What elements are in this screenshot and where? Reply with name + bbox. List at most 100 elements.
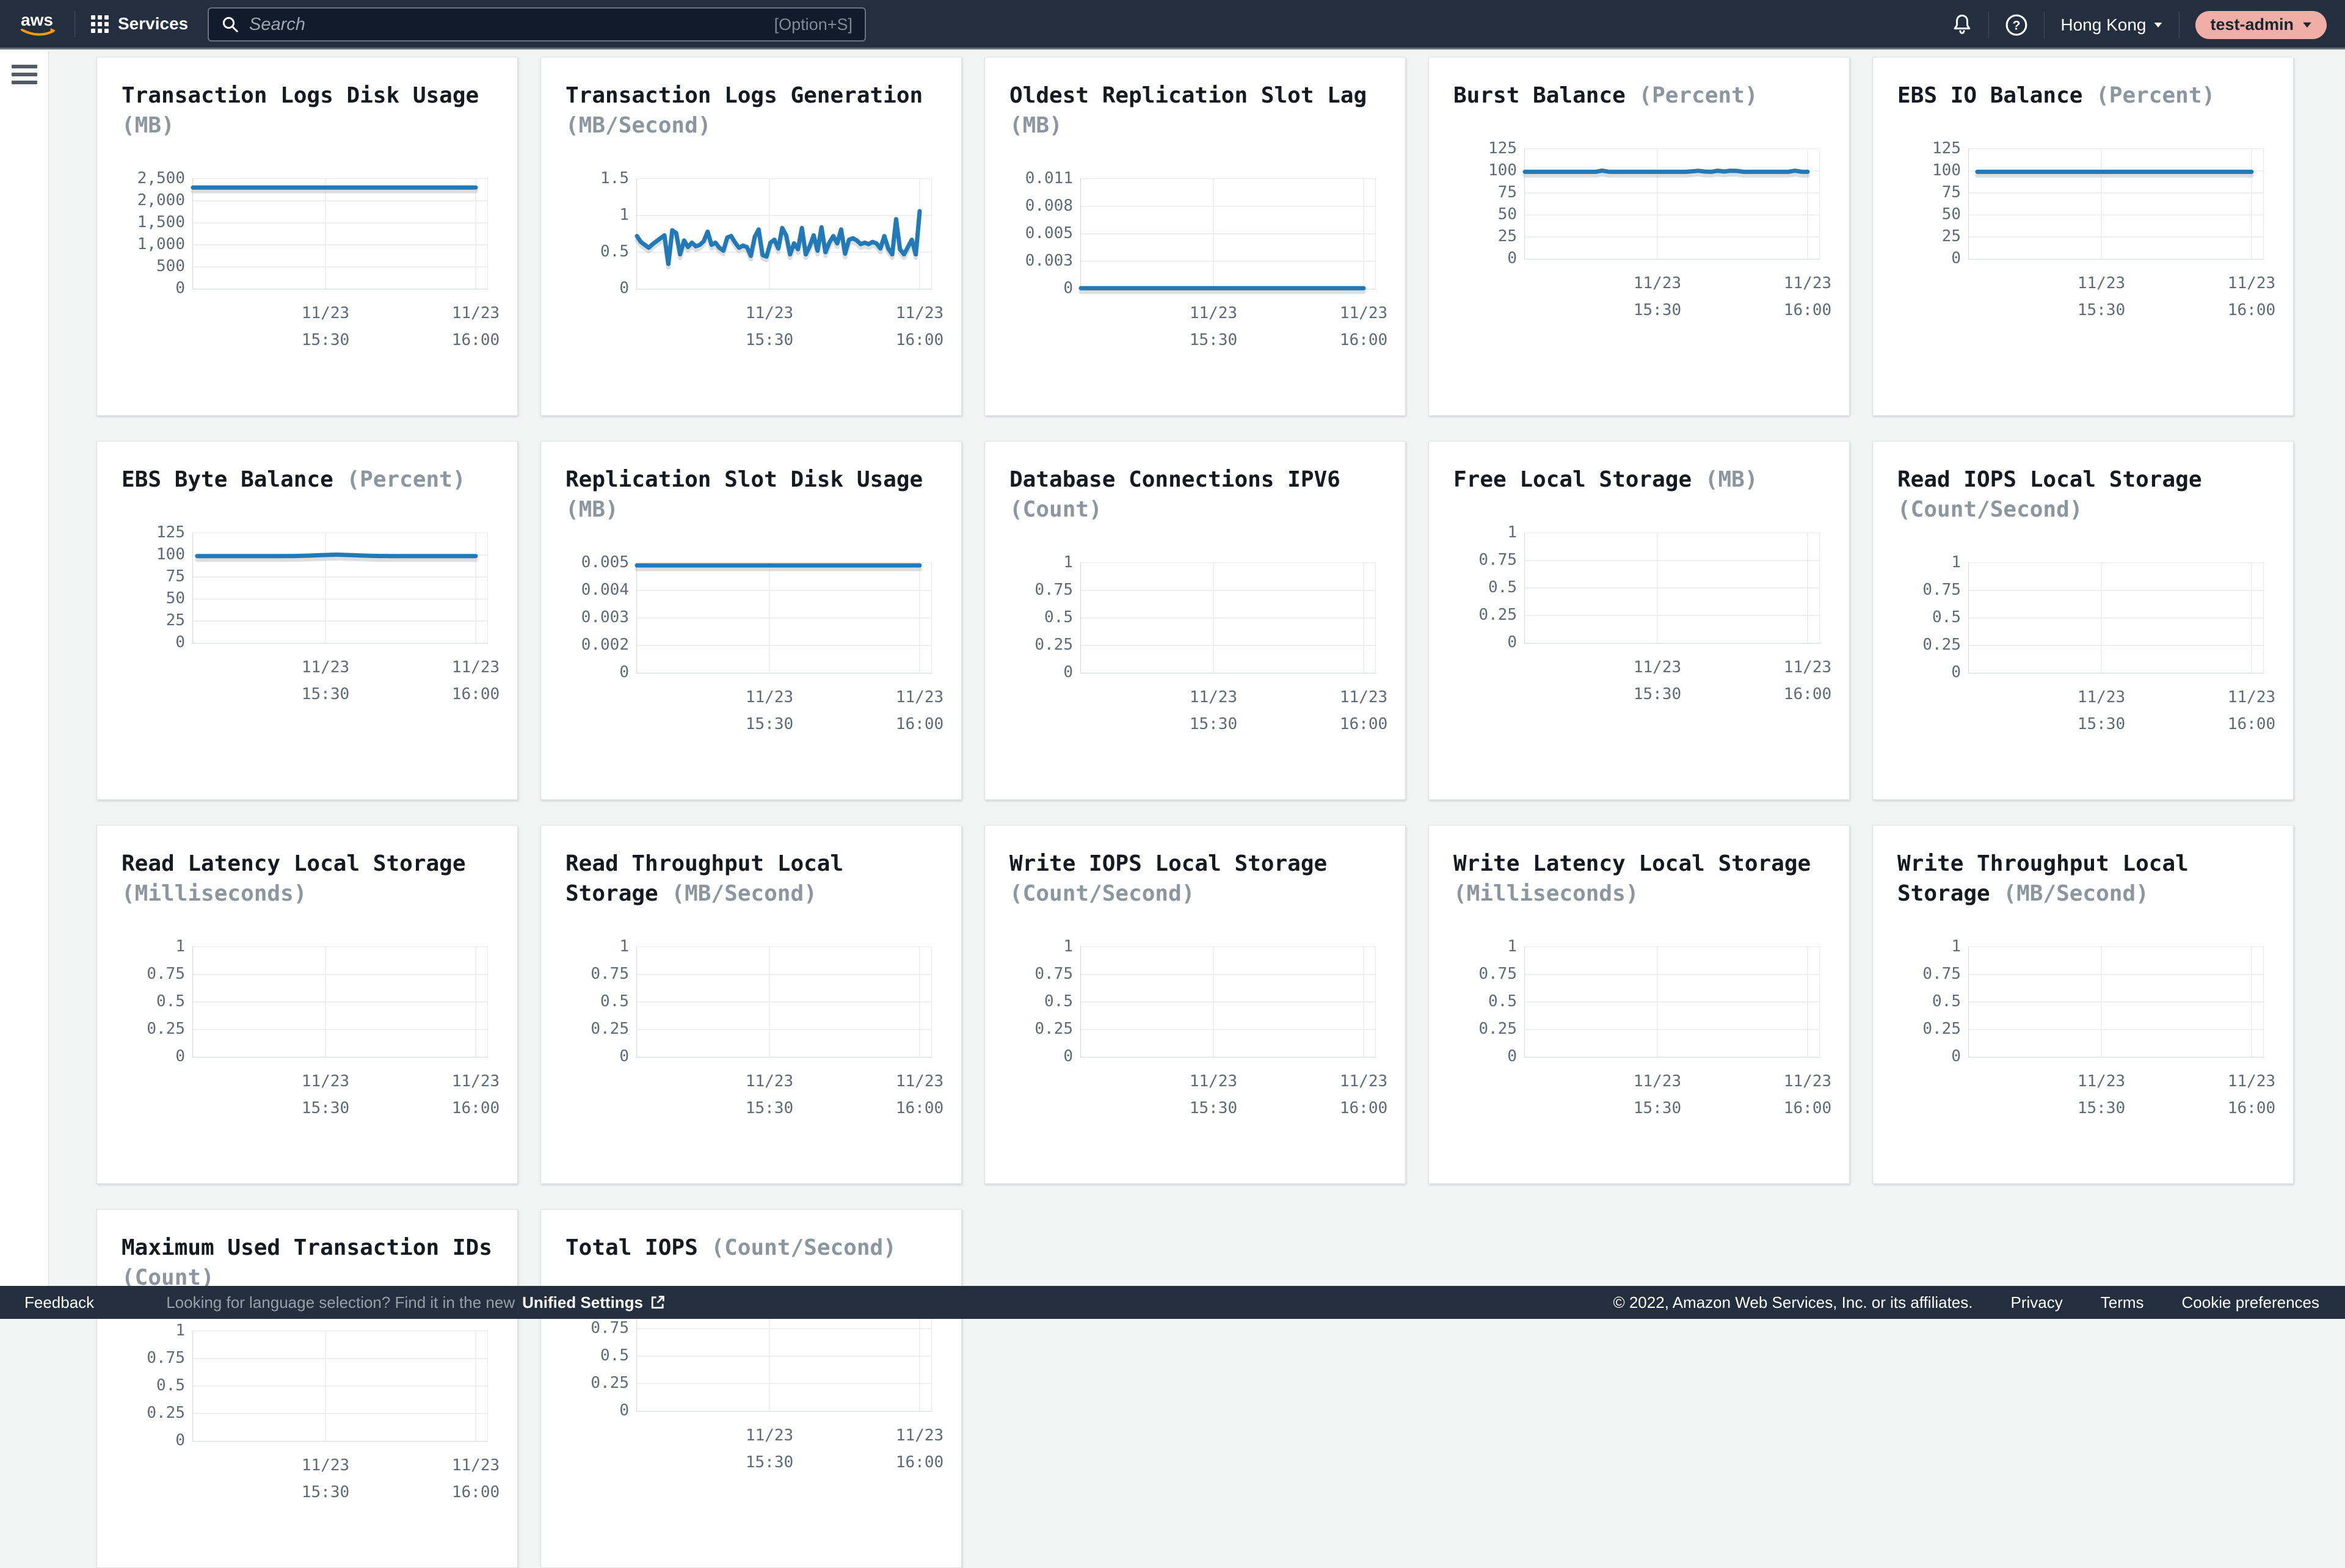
y-tick-label: 0.5 bbox=[1488, 992, 1517, 1011]
metric-name: Transaction Logs Disk Usage bbox=[122, 83, 479, 108]
account-menu-button[interactable]: test-admin bbox=[2195, 11, 2327, 39]
notifications-button[interactable] bbox=[1952, 13, 1972, 37]
metric-name: EBS IO Balance bbox=[1897, 83, 2096, 108]
metric-card: Write IOPS Local Storage (Count/Second) … bbox=[984, 825, 1406, 1184]
y-tick-label: 0.25 bbox=[1478, 1020, 1517, 1038]
metric-card-title: Read IOPS Local Storage (Count/Second) bbox=[1897, 465, 2269, 524]
services-menu-button[interactable]: Services bbox=[91, 14, 188, 34]
search-shortcut-hint: [Option+S] bbox=[774, 15, 853, 34]
y-tick-label: 0 bbox=[175, 1047, 185, 1065]
y-tick-label: 0.75 bbox=[147, 1349, 185, 1367]
unified-settings-link[interactable]: Unified Settings bbox=[522, 1293, 666, 1312]
region-selector[interactable]: Hong Kong bbox=[2060, 15, 2163, 35]
aws-logo-icon[interactable]: aws bbox=[18, 10, 59, 38]
topbar-left-group: aws Services bbox=[0, 10, 188, 38]
y-tick-label: 0 bbox=[619, 663, 629, 681]
help-button[interactable]: ? bbox=[2005, 13, 2028, 37]
metric-card-title: Read Latency Local Storage (Milliseconds… bbox=[122, 849, 493, 909]
collapsed-sidebar bbox=[0, 51, 49, 1286]
metric-card: Read Throughput Local Storage (MB/Second… bbox=[540, 825, 962, 1184]
search-input[interactable] bbox=[249, 15, 765, 35]
y-tick-label: 0.75 bbox=[1478, 965, 1517, 983]
hamburger-menu-button[interactable] bbox=[12, 65, 37, 84]
chart-canvas bbox=[1969, 149, 2263, 259]
privacy-link[interactable]: Privacy bbox=[2011, 1293, 2063, 1312]
y-tick-label: 0.5 bbox=[1932, 608, 1961, 626]
y-tick-label: 0.25 bbox=[591, 1020, 629, 1038]
metric-card-title: Write Latency Local Storage (Millisecond… bbox=[1453, 849, 1825, 909]
y-tick-label: 0.5 bbox=[1044, 608, 1073, 626]
top-navigation-bar: aws Services [Option+S] bbox=[0, 0, 2345, 49]
y-tick-label: 0 bbox=[1063, 663, 1073, 681]
y-tick-label: 75 bbox=[1498, 183, 1517, 201]
y-tick-label: 2,000 bbox=[137, 191, 185, 209]
chart-canvas bbox=[637, 563, 931, 673]
chart-canvas bbox=[1969, 947, 2263, 1057]
y-tick-label: 0.5 bbox=[1488, 578, 1517, 597]
global-search[interactable]: [Option+S] bbox=[208, 7, 866, 42]
feedback-link[interactable]: Feedback bbox=[24, 1293, 94, 1312]
svg-text:aws: aws bbox=[21, 10, 53, 29]
y-tick-label: 0 bbox=[175, 633, 185, 652]
chart-canvas bbox=[193, 179, 487, 289]
y-tick-label: 0 bbox=[1951, 663, 1961, 681]
metric-name: EBS Byte Balance bbox=[122, 467, 346, 492]
metric-name: Read IOPS Local Storage bbox=[1897, 467, 2202, 492]
metric-card: Write Throughput Local Storage (MB/Secon… bbox=[1872, 825, 2294, 1184]
y-tick-label: 2,500 bbox=[137, 169, 185, 187]
metric-card-title: EBS IO Balance (Percent) bbox=[1897, 81, 2269, 111]
metric-unit: (MB/Second) bbox=[2003, 881, 2148, 906]
terms-link[interactable]: Terms bbox=[2101, 1293, 2144, 1312]
hamburger-menu-icon bbox=[12, 65, 37, 68]
help-icon: ? bbox=[2005, 13, 2028, 37]
chart-canvas bbox=[637, 947, 931, 1057]
y-tick-label: 50 bbox=[166, 589, 185, 608]
metric-card-title: Transaction Logs Disk Usage (MB) bbox=[122, 81, 493, 140]
y-tick-label: 0.5 bbox=[600, 992, 629, 1011]
metric-name: Database Connections IPV6 bbox=[1009, 467, 1340, 492]
y-tick-label: 1 bbox=[1951, 553, 1961, 572]
svg-text:?: ? bbox=[2013, 18, 2021, 32]
y-tick-label: 0.25 bbox=[1034, 636, 1073, 654]
cookie-preferences-link[interactable]: Cookie preferences bbox=[2182, 1293, 2319, 1312]
y-tick-label: 75 bbox=[1942, 183, 1961, 201]
metric-card-title: EBS Byte Balance (Percent) bbox=[122, 465, 493, 495]
y-tick-label: 0 bbox=[1507, 1047, 1517, 1065]
